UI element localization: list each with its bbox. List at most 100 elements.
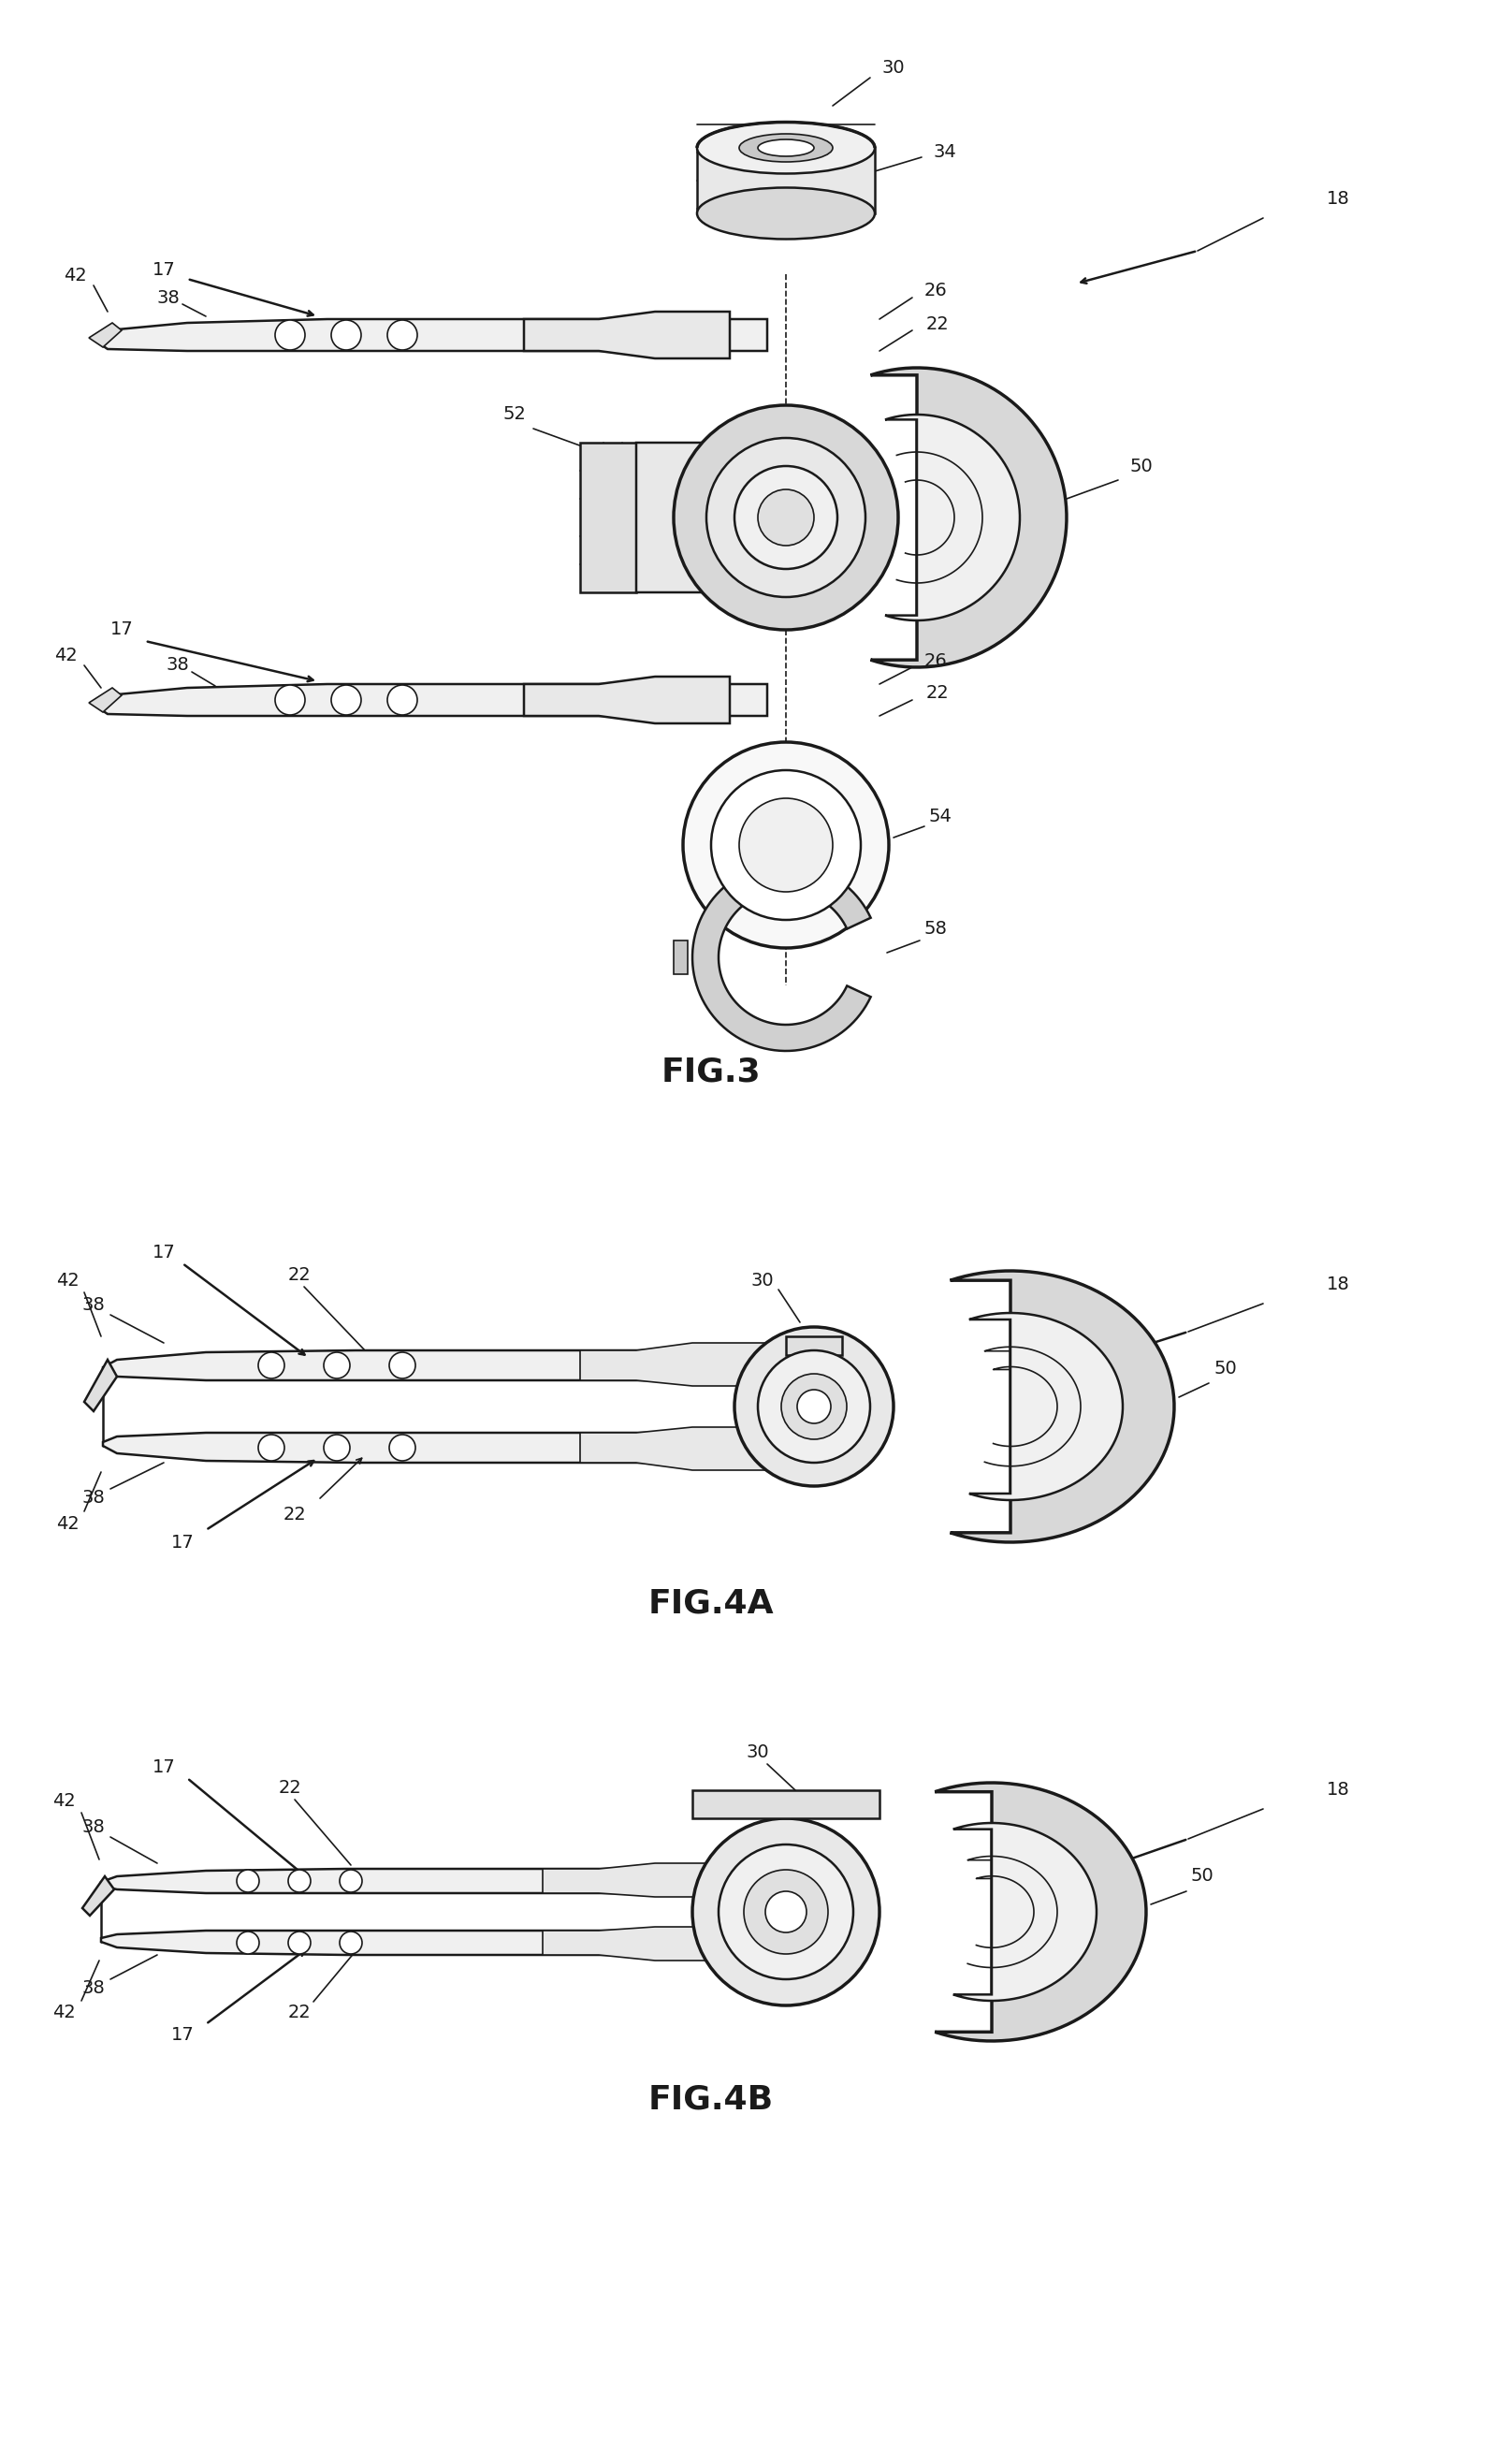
Ellipse shape xyxy=(757,140,814,155)
Circle shape xyxy=(674,404,898,631)
Circle shape xyxy=(389,1353,416,1377)
Circle shape xyxy=(388,685,418,715)
Polygon shape xyxy=(885,414,1019,621)
Text: 18: 18 xyxy=(1326,1276,1349,1294)
Polygon shape xyxy=(524,678,731,724)
Circle shape xyxy=(765,1892,807,1932)
Text: FIG.3: FIG.3 xyxy=(662,1055,760,1087)
Polygon shape xyxy=(88,323,121,347)
Polygon shape xyxy=(786,1335,841,1355)
Text: 30: 30 xyxy=(882,59,906,76)
Text: 22: 22 xyxy=(927,315,949,333)
Polygon shape xyxy=(88,687,121,712)
Text: 38: 38 xyxy=(82,1818,105,1836)
Circle shape xyxy=(323,1353,350,1377)
Polygon shape xyxy=(871,367,1066,668)
Circle shape xyxy=(781,1375,847,1439)
Circle shape xyxy=(719,1846,853,1979)
Circle shape xyxy=(707,439,865,596)
Polygon shape xyxy=(103,1432,766,1464)
Circle shape xyxy=(744,1870,828,1954)
Polygon shape xyxy=(103,1350,766,1380)
Text: 26: 26 xyxy=(924,653,948,670)
Polygon shape xyxy=(524,310,731,357)
Text: 58: 58 xyxy=(924,922,948,939)
Text: 38: 38 xyxy=(82,1296,105,1313)
Circle shape xyxy=(735,466,837,569)
Text: 42: 42 xyxy=(63,266,87,286)
Text: 22: 22 xyxy=(287,2003,311,2023)
Circle shape xyxy=(340,1932,362,1954)
Ellipse shape xyxy=(698,187,874,239)
Text: 17: 17 xyxy=(153,1757,175,1777)
Circle shape xyxy=(388,320,418,350)
Circle shape xyxy=(323,1434,350,1461)
Circle shape xyxy=(331,320,361,350)
Text: 17: 17 xyxy=(153,1244,175,1262)
Text: FIG.4A: FIG.4A xyxy=(648,1587,774,1619)
Text: 50: 50 xyxy=(1214,1360,1237,1377)
Text: 38: 38 xyxy=(166,655,189,675)
Text: 17: 17 xyxy=(171,1533,195,1552)
Circle shape xyxy=(340,1870,362,1892)
Ellipse shape xyxy=(698,123,874,172)
Polygon shape xyxy=(954,1823,1096,2001)
Text: 34: 34 xyxy=(934,143,957,163)
Circle shape xyxy=(331,685,361,715)
Text: 18: 18 xyxy=(1326,190,1349,209)
Circle shape xyxy=(711,771,861,919)
Circle shape xyxy=(757,1350,870,1464)
Circle shape xyxy=(287,1932,311,1954)
Text: 30: 30 xyxy=(751,1271,774,1289)
Circle shape xyxy=(796,1390,831,1424)
Polygon shape xyxy=(581,1343,766,1385)
Circle shape xyxy=(735,1328,894,1486)
Circle shape xyxy=(757,490,814,545)
Polygon shape xyxy=(636,444,861,591)
Text: 42: 42 xyxy=(52,2003,75,2023)
Text: 50: 50 xyxy=(1130,458,1153,476)
Polygon shape xyxy=(692,1791,880,1818)
Text: 22: 22 xyxy=(283,1506,307,1523)
Text: FIG.4B: FIG.4B xyxy=(648,2082,774,2114)
Text: 18: 18 xyxy=(1326,1781,1349,1799)
Text: 42: 42 xyxy=(55,1515,79,1533)
Text: 50: 50 xyxy=(1190,1868,1214,1885)
Text: 22: 22 xyxy=(278,1779,301,1796)
Polygon shape xyxy=(84,1360,117,1412)
Text: 38: 38 xyxy=(82,1979,105,1998)
Polygon shape xyxy=(542,1927,711,1961)
Polygon shape xyxy=(102,1868,711,1892)
Text: 42: 42 xyxy=(55,1271,79,1289)
Polygon shape xyxy=(82,1875,114,1915)
Text: 38: 38 xyxy=(157,288,180,306)
Polygon shape xyxy=(698,148,874,214)
Polygon shape xyxy=(542,1863,711,1897)
Circle shape xyxy=(237,1870,259,1892)
Text: 42: 42 xyxy=(52,1791,75,1811)
Polygon shape xyxy=(969,1313,1123,1501)
Text: 42: 42 xyxy=(54,648,76,665)
Polygon shape xyxy=(693,865,871,1052)
Text: 30: 30 xyxy=(747,1745,769,1762)
Ellipse shape xyxy=(740,133,832,163)
Polygon shape xyxy=(951,1271,1174,1542)
Polygon shape xyxy=(102,1932,711,1954)
Polygon shape xyxy=(581,444,636,591)
Polygon shape xyxy=(936,1784,1147,2040)
Polygon shape xyxy=(674,941,687,973)
Text: 38: 38 xyxy=(82,1488,105,1508)
Text: 54: 54 xyxy=(928,808,952,825)
Text: 22: 22 xyxy=(927,685,949,702)
Circle shape xyxy=(275,685,305,715)
Polygon shape xyxy=(93,320,766,350)
Circle shape xyxy=(259,1434,284,1461)
Circle shape xyxy=(287,1870,311,1892)
Text: 17: 17 xyxy=(171,2025,195,2045)
Circle shape xyxy=(389,1434,416,1461)
Text: 26: 26 xyxy=(924,283,948,301)
Text: 17: 17 xyxy=(153,261,175,278)
Polygon shape xyxy=(93,685,766,717)
Polygon shape xyxy=(581,1427,766,1471)
Text: 17: 17 xyxy=(111,621,133,638)
